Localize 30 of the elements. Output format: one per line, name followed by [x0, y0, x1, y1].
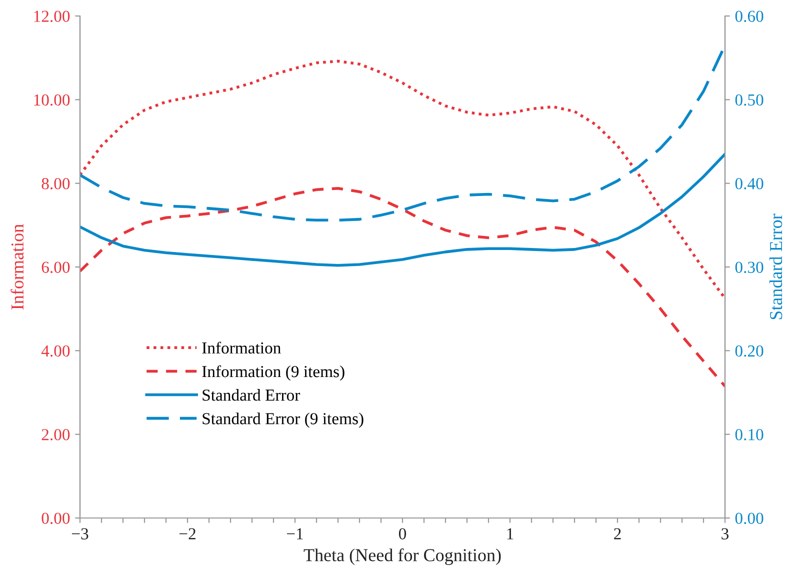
y2-tick-label: 0.30 — [735, 262, 764, 274]
x-tick-label: 2 — [614, 528, 621, 540]
y2-tick-label: 0.50 — [735, 94, 764, 106]
line-series — [80, 186, 725, 388]
legend-label: Information (9 items) — [202, 365, 344, 381]
y-axis-title: Information — [10, 224, 24, 310]
y-tick-label: 6.00 — [42, 262, 70, 274]
legend-label: Information — [202, 342, 281, 354]
x-tick-label: −3 — [72, 528, 88, 540]
y2-tick-label: 0.10 — [735, 429, 764, 440]
y-tick-label: 10.00 — [34, 94, 70, 106]
y-tick-label: 12.00 — [34, 10, 70, 22]
x-tick-label: 1 — [507, 528, 514, 540]
y-tick-label: 2.00 — [42, 429, 70, 440]
x-tick-label: −1 — [286, 528, 303, 540]
y-tick-label: 4.00 — [41, 345, 70, 357]
x-axis-title: Theta (Need for Cognition) — [304, 548, 501, 565]
y2-tick-label: 0.20 — [735, 345, 764, 357]
legend-label: Standard Error — [202, 389, 300, 401]
x-tick-label: −2 — [179, 528, 196, 540]
y-tick-label: 8.00 — [42, 178, 70, 190]
x-tick-label: 3 — [722, 528, 729, 540]
y2-tick-label: 0.40 — [735, 178, 764, 190]
y-tick-label: 0.00 — [42, 512, 70, 524]
y2-axis-title: Standard Error — [769, 214, 782, 320]
x-tick-label: 0 — [398, 528, 406, 540]
legend-label: Standard Error (9 items) — [202, 412, 364, 428]
y2-tick-label: 0.00 — [735, 512, 764, 524]
y2-tick-label: 0.60 — [735, 10, 764, 22]
line-series — [80, 152, 725, 267]
